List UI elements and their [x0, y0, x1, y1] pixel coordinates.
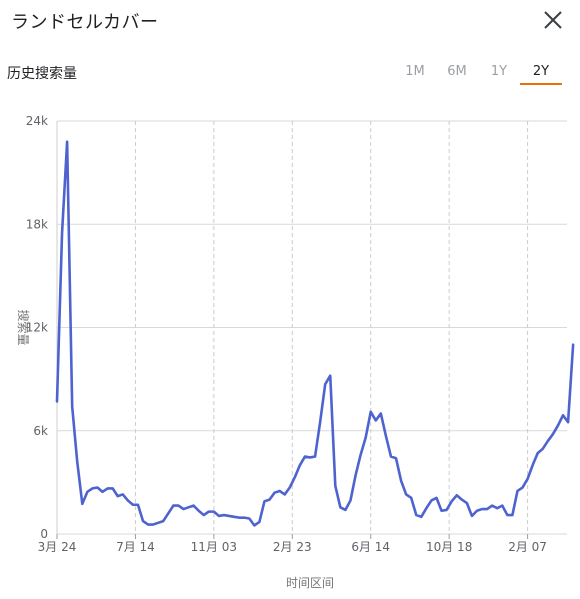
- y-tick-label: 18k: [26, 217, 48, 231]
- range-tabs: 1M 6M 1Y 2Y: [394, 64, 562, 85]
- y-tick-label: 6k: [33, 424, 48, 438]
- x-tick-label: 3月 24: [38, 540, 77, 554]
- y-tick-label: 12k: [26, 321, 48, 335]
- tab-2y[interactable]: 2Y: [520, 64, 562, 85]
- tab-1y[interactable]: 1Y: [490, 64, 508, 79]
- tab-6m[interactable]: 6M: [447, 64, 467, 79]
- close-button[interactable]: [539, 6, 567, 34]
- tab-1m[interactable]: 1M: [405, 64, 425, 79]
- x-axis-title: 时间区间: [286, 576, 334, 590]
- y-axis-title: 搜索量: [16, 309, 31, 345]
- x-tick-label: 10月 18: [426, 540, 472, 554]
- x-tick-label: 2月 23: [273, 540, 312, 554]
- close-icon: [544, 11, 562, 29]
- y-tick-label: 24k: [26, 114, 48, 128]
- x-tick-label: 7月 14: [116, 540, 155, 554]
- x-tick-label: 6月 14: [351, 540, 390, 554]
- page-title: ランドセルカバー: [11, 12, 159, 33]
- x-tick-label: 11月 03: [191, 540, 237, 554]
- header: ランドセルカバー: [0, 0, 580, 44]
- search-volume-chart: 0 6k 12k 18k 24k 3月 24 7月 14 11月 03 2月 23 6月 14 10…: [16, 114, 575, 590]
- history-volume-label: 历史搜索量: [7, 66, 77, 82]
- y-tick-label: 0: [40, 527, 48, 541]
- subheader: 历史搜索量 1M 6M 1Y 2Y: [0, 56, 580, 86]
- series-line: [55, 140, 575, 527]
- x-tick-label: 2月 07: [508, 540, 547, 554]
